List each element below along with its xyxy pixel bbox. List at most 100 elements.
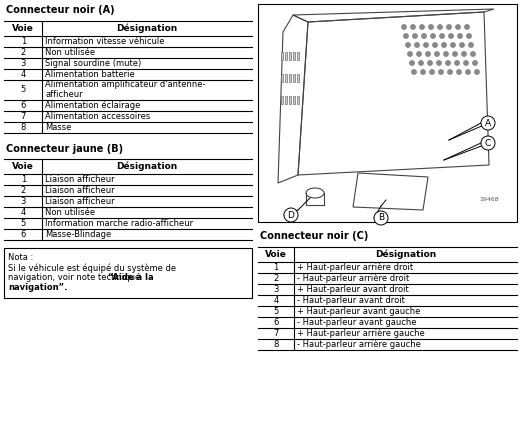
Circle shape: [464, 61, 468, 65]
Text: 8: 8: [274, 340, 279, 349]
Circle shape: [433, 43, 437, 47]
Circle shape: [446, 61, 450, 65]
Circle shape: [471, 52, 475, 56]
Text: 4: 4: [274, 295, 279, 304]
Text: 4: 4: [21, 70, 26, 79]
Circle shape: [435, 52, 439, 56]
Text: Information vitesse véhicule: Information vitesse véhicule: [45, 37, 165, 46]
Circle shape: [374, 211, 388, 225]
Circle shape: [417, 52, 421, 56]
Text: Nota :: Nota :: [8, 253, 33, 262]
Circle shape: [430, 70, 434, 74]
Text: 5: 5: [21, 219, 26, 228]
Circle shape: [429, 25, 433, 29]
Bar: [281, 74, 283, 82]
Circle shape: [412, 70, 416, 74]
Circle shape: [428, 61, 432, 65]
Text: Si le véhicule est équipé du système de: Si le véhicule est équipé du système de: [8, 263, 176, 273]
Circle shape: [284, 208, 298, 222]
Text: - Haut-parleur avant droit: - Haut-parleur avant droit: [297, 295, 405, 304]
Circle shape: [448, 70, 452, 74]
Bar: [281, 96, 283, 104]
Text: Signal sourdine (mute): Signal sourdine (mute): [45, 59, 141, 67]
Text: Voie: Voie: [12, 24, 34, 33]
Text: Désignation: Désignation: [116, 23, 178, 33]
Text: Masse-Blindage: Masse-Blindage: [45, 230, 112, 239]
Bar: [297, 52, 299, 60]
Text: Désignation: Désignation: [116, 162, 178, 172]
Text: Masse: Masse: [45, 122, 72, 131]
Circle shape: [413, 34, 417, 38]
Circle shape: [437, 61, 441, 65]
Circle shape: [475, 70, 479, 74]
Bar: [289, 74, 291, 82]
Bar: [281, 52, 283, 60]
Text: Liaison afficheur: Liaison afficheur: [45, 175, 115, 184]
Text: “Aide à la: “Aide à la: [108, 273, 153, 282]
Text: Connecteur noir (C): Connecteur noir (C): [260, 231, 368, 241]
Circle shape: [431, 34, 435, 38]
Circle shape: [456, 25, 460, 29]
Text: 1: 1: [274, 262, 279, 272]
Text: 1: 1: [21, 37, 26, 46]
Circle shape: [420, 25, 424, 29]
Circle shape: [451, 43, 455, 47]
Circle shape: [453, 52, 457, 56]
Text: 6: 6: [274, 318, 279, 327]
Text: Voie: Voie: [265, 249, 287, 259]
Circle shape: [415, 43, 419, 47]
Text: Connecteur noir (A): Connecteur noir (A): [6, 5, 114, 15]
Text: Alimentation accessoires: Alimentation accessoires: [45, 112, 151, 121]
Bar: [297, 74, 299, 82]
Circle shape: [460, 43, 464, 47]
Bar: [297, 96, 299, 104]
Text: + Haut-parleur arrière gauche: + Haut-parleur arrière gauche: [297, 329, 425, 338]
Circle shape: [466, 70, 470, 74]
Bar: [4, 248, 252, 298]
Text: 1: 1: [21, 175, 26, 184]
Text: 8: 8: [20, 122, 26, 131]
Bar: [285, 74, 287, 82]
Bar: [289, 96, 291, 104]
Text: Connecteur jaune (B): Connecteur jaune (B): [6, 143, 123, 154]
Bar: [285, 96, 287, 104]
Circle shape: [457, 70, 461, 74]
Text: 6: 6: [20, 101, 26, 110]
Text: 3: 3: [20, 59, 26, 67]
Text: Alimentation éclairage: Alimentation éclairage: [45, 100, 141, 110]
Text: + Haut-parleur arrière droit: + Haut-parleur arrière droit: [297, 262, 413, 272]
Circle shape: [462, 52, 466, 56]
Bar: [258, 4, 517, 222]
Text: Voie: Voie: [12, 162, 34, 171]
Text: C: C: [485, 139, 491, 148]
Text: 2: 2: [21, 47, 26, 57]
Text: B: B: [378, 214, 384, 223]
Circle shape: [438, 25, 442, 29]
Text: navigation”.: navigation”.: [8, 283, 68, 292]
Circle shape: [481, 136, 495, 150]
Circle shape: [406, 43, 410, 47]
Circle shape: [442, 43, 446, 47]
Text: D: D: [288, 211, 294, 219]
Circle shape: [455, 61, 459, 65]
Circle shape: [402, 25, 406, 29]
Circle shape: [440, 34, 444, 38]
Circle shape: [426, 52, 430, 56]
Circle shape: [439, 70, 443, 74]
Text: - Haut-parleur arrière gauche: - Haut-parleur arrière gauche: [297, 339, 421, 349]
Bar: [293, 52, 295, 60]
Bar: [293, 96, 295, 104]
Text: 3: 3: [20, 197, 26, 206]
Text: Désignation: Désignation: [375, 249, 436, 259]
Circle shape: [449, 34, 453, 38]
Circle shape: [408, 52, 412, 56]
Text: 7: 7: [274, 329, 279, 337]
Circle shape: [458, 34, 462, 38]
Circle shape: [411, 25, 415, 29]
Circle shape: [481, 116, 495, 130]
Text: 2: 2: [274, 274, 279, 283]
Text: - Haut-parleur avant gauche: - Haut-parleur avant gauche: [297, 318, 417, 327]
Text: 7: 7: [20, 112, 26, 121]
Text: 4: 4: [21, 208, 26, 217]
Text: Non utilisée: Non utilisée: [45, 208, 96, 217]
